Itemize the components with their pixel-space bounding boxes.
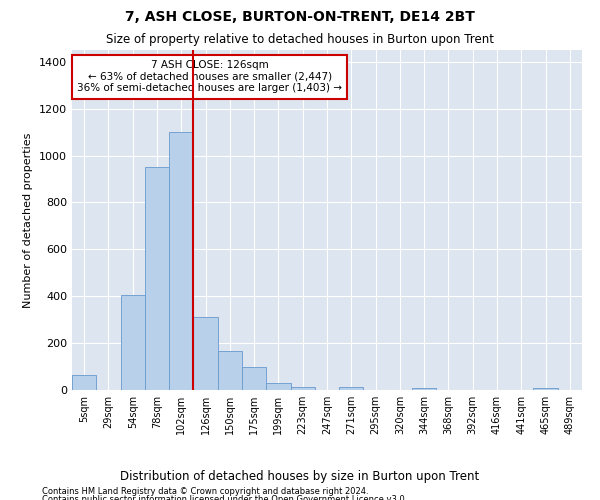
Bar (412, 388, 436, 390)
Bar (533, 388, 558, 390)
Bar (145, 167, 169, 390)
Y-axis label: Number of detached properties: Number of detached properties (23, 132, 34, 308)
Bar (72, 375, 96, 390)
Bar (193, 318, 218, 390)
Text: Contains public sector information licensed under the Open Government Licence v3: Contains public sector information licen… (42, 495, 407, 500)
Bar (121, 295, 145, 390)
Bar (266, 383, 290, 390)
Bar (242, 366, 266, 390)
Bar (169, 132, 193, 390)
Text: Distribution of detached houses by size in Burton upon Trent: Distribution of detached houses by size … (121, 470, 479, 483)
Text: 7 ASH CLOSE: 126sqm
← 63% of detached houses are smaller (2,447)
36% of semi-det: 7 ASH CLOSE: 126sqm ← 63% of detached ho… (77, 60, 342, 94)
Text: Contains HM Land Registry data © Crown copyright and database right 2024.: Contains HM Land Registry data © Crown c… (42, 488, 368, 496)
Text: Size of property relative to detached houses in Burton upon Trent: Size of property relative to detached ho… (106, 32, 494, 46)
Bar (339, 387, 364, 390)
Bar (290, 387, 315, 390)
Bar (218, 352, 242, 390)
Text: 7, ASH CLOSE, BURTON-ON-TRENT, DE14 2BT: 7, ASH CLOSE, BURTON-ON-TRENT, DE14 2BT (125, 10, 475, 24)
